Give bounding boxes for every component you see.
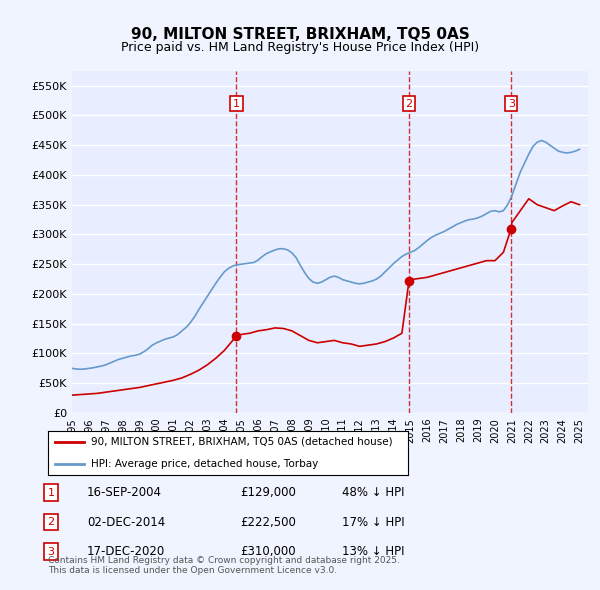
- Text: 1: 1: [233, 99, 240, 109]
- Text: 17% ↓ HPI: 17% ↓ HPI: [342, 516, 404, 529]
- Text: HPI: Average price, detached house, Torbay: HPI: Average price, detached house, Torb…: [91, 459, 319, 469]
- Text: 1: 1: [47, 488, 55, 497]
- Text: 48% ↓ HPI: 48% ↓ HPI: [342, 486, 404, 499]
- Text: 2: 2: [47, 517, 55, 527]
- Text: 90, MILTON STREET, BRIXHAM, TQ5 0AS (detached house): 90, MILTON STREET, BRIXHAM, TQ5 0AS (det…: [91, 437, 393, 447]
- Text: 02-DEC-2014: 02-DEC-2014: [87, 516, 165, 529]
- Text: 2: 2: [406, 99, 413, 109]
- Text: £222,500: £222,500: [240, 516, 296, 529]
- Text: 90, MILTON STREET, BRIXHAM, TQ5 0AS: 90, MILTON STREET, BRIXHAM, TQ5 0AS: [131, 27, 469, 41]
- Text: 16-SEP-2004: 16-SEP-2004: [87, 486, 162, 499]
- Text: 17-DEC-2020: 17-DEC-2020: [87, 545, 165, 558]
- Text: 3: 3: [47, 547, 55, 556]
- Text: Contains HM Land Registry data © Crown copyright and database right 2025.
This d: Contains HM Land Registry data © Crown c…: [48, 556, 400, 575]
- Text: 13% ↓ HPI: 13% ↓ HPI: [342, 545, 404, 558]
- Text: £129,000: £129,000: [240, 486, 296, 499]
- Text: Price paid vs. HM Land Registry's House Price Index (HPI): Price paid vs. HM Land Registry's House …: [121, 41, 479, 54]
- Text: £310,000: £310,000: [240, 545, 296, 558]
- Text: 3: 3: [508, 99, 515, 109]
